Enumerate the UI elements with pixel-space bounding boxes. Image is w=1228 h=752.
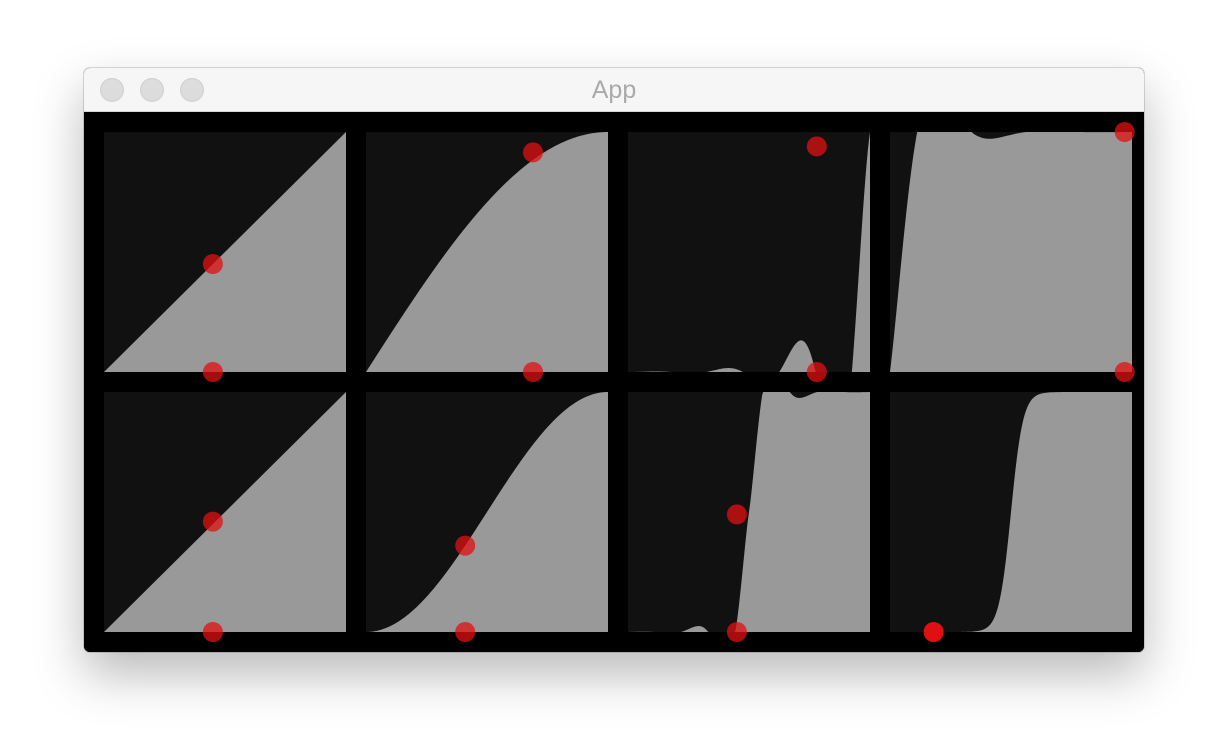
zoom-button[interactable] [180,78,204,102]
easing-panel-2[interactable] [366,132,608,382]
axis-handle[interactable] [523,362,543,382]
panel-background [628,132,870,372]
curve-handle[interactable] [726,504,747,525]
axis-handle[interactable] [202,622,223,642]
easing-curve-sine-ease-in-out [366,392,608,632]
curve-handle[interactable] [202,254,223,274]
easing-panel-7[interactable] [628,392,870,642]
axis-handle[interactable] [455,622,476,642]
canvas-area[interactable] [84,112,1144,652]
curve-handle[interactable] [1114,122,1135,142]
axis-handle[interactable] [1114,362,1135,382]
easing-curve-linear [104,392,346,632]
window-title: App [591,76,637,104]
title-bar: App [84,68,1144,112]
axis-handle[interactable] [923,622,944,642]
easing-curve-exponential-out [890,132,1132,372]
easing-curve-elastic-in-out [628,392,870,632]
easing-curve-exponential-in-out [890,392,1132,632]
axis-handle[interactable] [806,362,827,382]
curve-handle[interactable] [455,535,476,556]
easing-panel-3[interactable] [628,132,870,382]
curve-handle[interactable] [202,511,223,532]
easing-panel-1[interactable] [104,132,346,382]
easing-grid[interactable] [84,112,1144,652]
curve-handle[interactable] [523,142,543,163]
axis-handle[interactable] [726,622,747,642]
easing-panel-6[interactable] [366,392,608,642]
easing-panel-4[interactable] [890,122,1135,382]
easing-curve-sine-ease-out [366,132,608,372]
close-button[interactable] [100,78,124,102]
easing-curve-linear [104,132,346,372]
axis-handle[interactable] [202,362,223,382]
easing-panel-8[interactable] [890,392,1132,642]
minimize-button[interactable] [140,78,164,102]
easing-panel-5[interactable] [104,392,346,642]
curve-handle[interactable] [806,136,827,157]
app-window: App [84,68,1144,652]
